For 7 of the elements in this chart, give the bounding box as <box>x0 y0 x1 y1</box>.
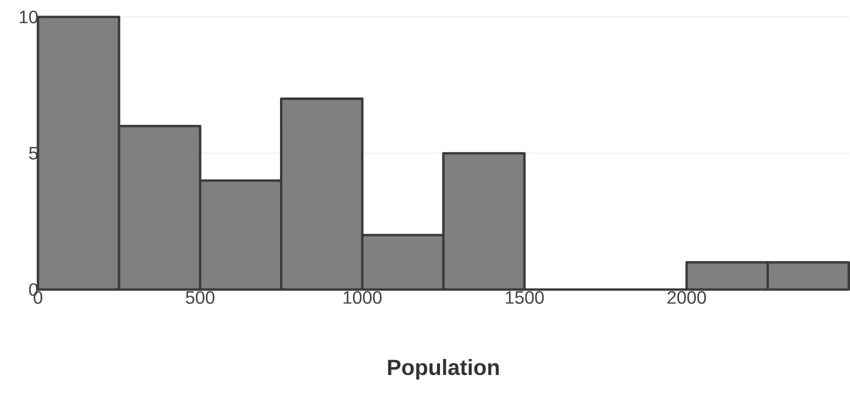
y-tick-label: 5 <box>29 146 38 160</box>
x-tick-label: 500 <box>186 290 214 304</box>
x-tick-label: 1500 <box>506 290 544 304</box>
x-tick-label: 2000 <box>668 290 706 304</box>
x-axis-title: Population <box>388 358 499 380</box>
y-tick-label: 10 <box>20 10 38 24</box>
x-tick-label: 1000 <box>344 290 382 304</box>
